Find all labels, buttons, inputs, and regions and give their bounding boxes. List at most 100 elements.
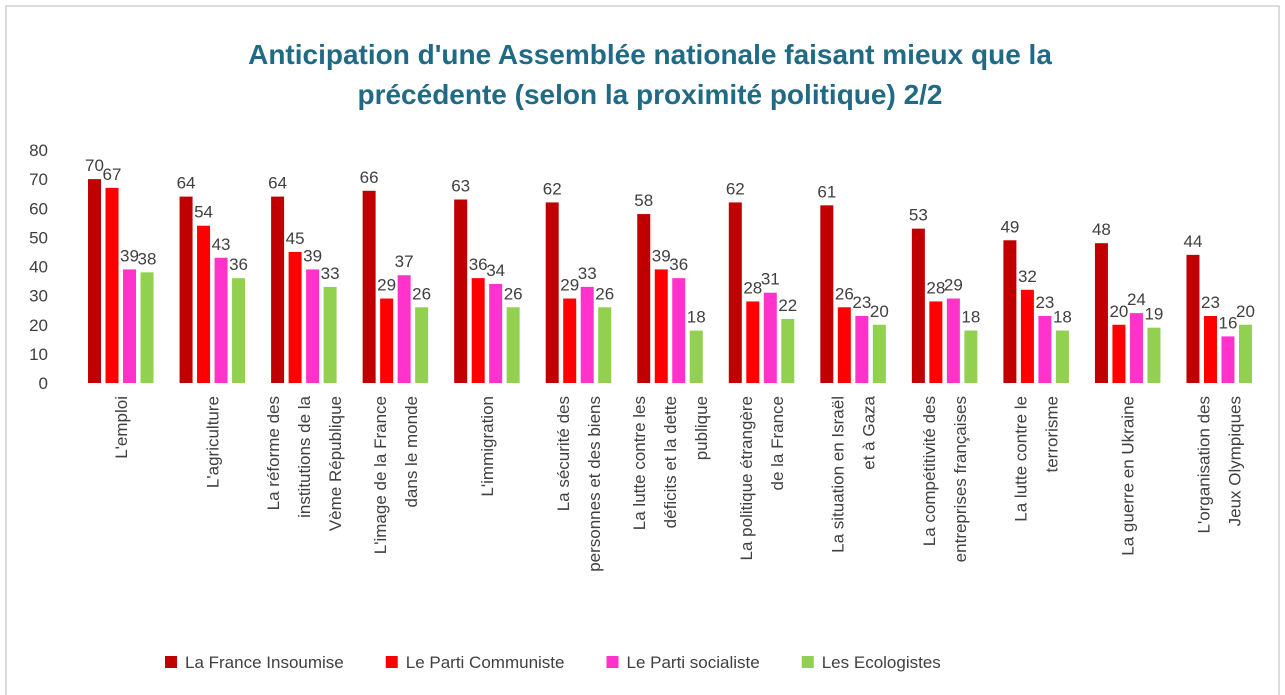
y-tick-label: 70 — [29, 170, 48, 189]
x-tick-label: La lutte contre les déficits et la dette p… — [630, 396, 711, 530]
bar — [964, 330, 978, 383]
x-tick-group: L'emploi — [112, 396, 131, 459]
bar — [911, 228, 925, 383]
value-label: 26 — [595, 284, 614, 303]
bar — [820, 205, 834, 383]
value-label: 18 — [1053, 308, 1072, 327]
bar — [689, 330, 703, 383]
value-label: 58 — [634, 191, 653, 210]
value-label: 18 — [961, 308, 980, 327]
bar — [837, 307, 851, 383]
x-tick-group: La sécurité des personnes et des biens — [554, 396, 604, 572]
bar — [1020, 289, 1034, 383]
bar — [1221, 336, 1235, 383]
value-label: 18 — [687, 308, 706, 327]
value-label: 23 — [1035, 293, 1054, 312]
value-label: 26 — [504, 284, 523, 303]
bar — [397, 275, 411, 383]
value-label: 19 — [1144, 305, 1163, 324]
bar — [489, 283, 503, 383]
bar — [323, 286, 337, 383]
y-tick-label: 30 — [29, 287, 48, 306]
value-label: 67 — [103, 165, 122, 184]
value-label: 26 — [835, 284, 854, 303]
x-tick-group: La réforme des institutions de la Vème Rép… — [264, 395, 345, 531]
y-tick-label: 50 — [29, 228, 48, 247]
x-tick-group: La guerre en Ukraine — [1119, 396, 1138, 556]
x-tick-group: La politique étrangère de la France — [737, 396, 787, 560]
x-tick-group: L'agriculture — [203, 396, 222, 488]
bar — [471, 278, 485, 383]
x-tick-label: L'image de la France dans le monde — [371, 396, 421, 554]
value-label: 22 — [778, 296, 797, 315]
y-tick-label: 20 — [29, 316, 48, 335]
x-tick-group: L'organisation des Jeux Olympiques — [1195, 396, 1245, 533]
bar — [746, 301, 760, 383]
value-label: 26 — [412, 284, 431, 303]
bar — [946, 298, 960, 383]
chart-title: Anticipation d'une Assemblée nationale f… — [248, 39, 1052, 110]
value-label: 16 — [1219, 313, 1238, 332]
value-label: 53 — [909, 206, 928, 225]
x-tick-label: L'agriculture — [203, 396, 222, 488]
bar — [929, 301, 943, 383]
bar — [1186, 254, 1200, 383]
bar — [1112, 324, 1126, 383]
legend-label: La France Insoumise — [185, 653, 344, 672]
bar — [1038, 316, 1052, 383]
legend-label: Les Ecologistes — [822, 653, 941, 672]
bar — [88, 179, 102, 383]
bar — [306, 269, 320, 383]
value-label: 43 — [212, 235, 231, 254]
bar — [123, 269, 137, 383]
bar — [271, 196, 285, 383]
bar — [781, 318, 795, 383]
bar — [580, 286, 594, 383]
bar — [415, 307, 429, 383]
x-tick-label: La compétitivité des entreprises français… — [920, 396, 970, 562]
value-label: 64 — [177, 174, 196, 193]
value-label: 37 — [395, 252, 414, 271]
value-label: 62 — [726, 179, 745, 198]
value-label: 20 — [1236, 302, 1255, 321]
x-tick-label: La politique étrangère de la France — [737, 396, 787, 560]
legend-swatch — [606, 656, 619, 668]
value-label: 36 — [229, 255, 248, 274]
value-label: 66 — [360, 168, 379, 187]
value-label: 29 — [560, 276, 579, 295]
bar — [454, 199, 468, 383]
x-tick-label: L'emploi — [112, 396, 131, 459]
bar — [380, 298, 394, 383]
value-label: 36 — [469, 255, 488, 274]
value-label: 38 — [138, 249, 157, 268]
legend-swatch — [801, 656, 814, 668]
bar — [105, 187, 119, 383]
bar — [545, 202, 559, 383]
x-tick-group: La compétitivité des entreprises français… — [920, 396, 970, 562]
y-tick-label: 80 — [29, 141, 48, 160]
legend-label: Le Parti Communiste — [406, 653, 565, 672]
bar — [179, 196, 193, 383]
value-label: 44 — [1184, 232, 1203, 251]
value-label: 63 — [451, 177, 470, 196]
value-label: 31 — [761, 270, 780, 289]
value-label: 24 — [1127, 290, 1146, 309]
value-label: 23 — [852, 293, 871, 312]
legend-swatch — [165, 656, 177, 668]
bar — [654, 269, 668, 383]
bar — [872, 324, 886, 383]
bar — [214, 257, 228, 383]
x-tick-label: La sécurité des personnes et des biens — [554, 396, 604, 572]
bar — [1129, 313, 1143, 383]
value-label: 54 — [194, 203, 213, 222]
bar — [1055, 330, 1069, 383]
value-label: 20 — [1109, 302, 1128, 321]
bar — [197, 225, 211, 383]
value-label: 39 — [120, 246, 139, 265]
bar — [506, 307, 520, 383]
x-tick-label: La réforme des institutions de la Vème Rép… — [264, 395, 345, 531]
value-label: 34 — [486, 261, 505, 280]
value-label: 70 — [85, 156, 104, 175]
legend-label: Le Parti socialiste — [626, 653, 759, 672]
